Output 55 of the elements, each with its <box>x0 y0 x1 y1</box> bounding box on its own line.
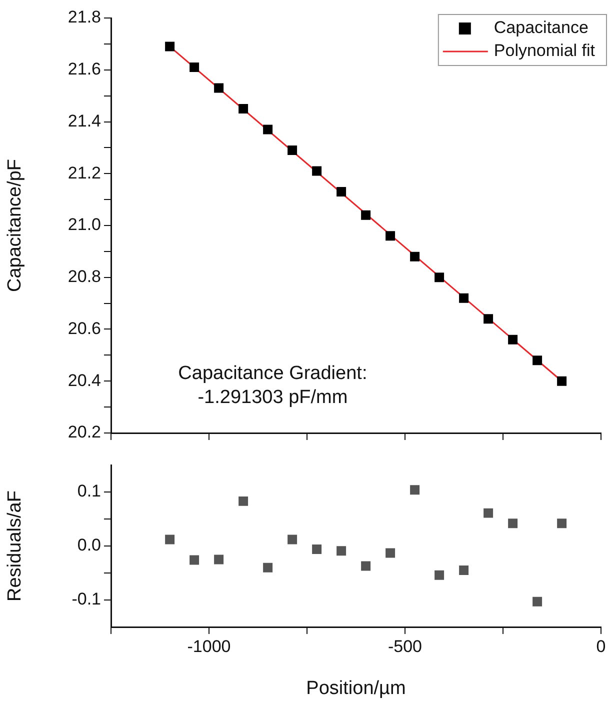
point <box>508 334 518 344</box>
y-tick-label: 0.0 <box>77 536 101 555</box>
point <box>410 252 420 262</box>
y-tick-label: -0.1 <box>72 590 101 609</box>
point <box>557 518 567 528</box>
y-tick-label: 20.2 <box>68 422 101 442</box>
point <box>263 124 273 134</box>
point <box>557 376 567 386</box>
point <box>386 548 396 558</box>
point <box>312 544 322 554</box>
point <box>190 62 200 72</box>
y-tick-label: 21.0 <box>68 215 101 234</box>
point <box>532 356 542 366</box>
y-tick-label: 21.8 <box>68 8 101 27</box>
point <box>288 534 298 544</box>
point <box>190 555 200 565</box>
legend-label: Capacitance <box>494 18 588 38</box>
point <box>410 485 420 495</box>
y-axis-title: Residuals/aF <box>4 490 26 602</box>
y-tick-label: 0.1 <box>77 482 101 501</box>
point <box>484 508 494 518</box>
point <box>312 166 322 176</box>
y-tick-label: 21.2 <box>68 163 101 182</box>
x-axis-title: Position/µm <box>306 678 406 699</box>
point <box>336 546 346 556</box>
y-tick-label: 21.6 <box>68 60 101 79</box>
point <box>386 231 396 241</box>
point <box>532 596 542 606</box>
point <box>214 554 224 564</box>
point <box>214 83 224 93</box>
point <box>263 562 273 572</box>
x-tick-label: 0 <box>596 636 606 656</box>
point <box>434 570 444 580</box>
x-tick-label: -500 <box>388 636 422 656</box>
point <box>165 42 175 52</box>
x-tick-label: -1000 <box>187 636 231 656</box>
point <box>238 104 248 114</box>
point <box>238 496 248 506</box>
legend-label: Polynomial fit <box>494 41 596 60</box>
point <box>508 518 518 528</box>
y-tick-label: 20.8 <box>68 267 101 286</box>
point <box>459 566 469 576</box>
point <box>459 293 469 303</box>
y-tick-label: 20.6 <box>68 318 101 338</box>
point <box>336 187 346 197</box>
point <box>484 314 494 324</box>
point <box>288 146 298 156</box>
point <box>165 534 175 544</box>
point <box>434 272 444 282</box>
point <box>361 561 371 571</box>
y-axis-title: Capacitance/pF <box>4 158 26 292</box>
annotation: Capacitance Gradient: -1.291303 pF/mm <box>178 363 368 408</box>
y-tick-label: 20.4 <box>68 370 101 390</box>
y-tick-label: 21.4 <box>68 111 101 130</box>
point <box>361 210 371 220</box>
